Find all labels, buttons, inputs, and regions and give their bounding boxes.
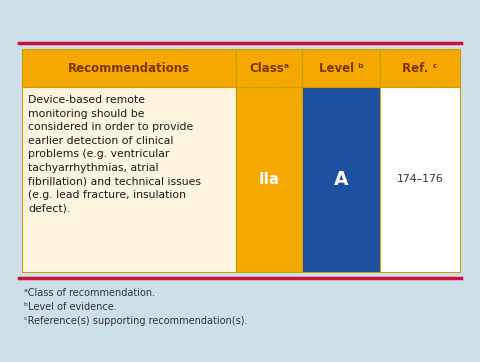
Text: A: A (334, 170, 348, 189)
Bar (22, 49, 236, 87)
Bar (236, 49, 302, 87)
Text: Device-based remote
monitoring should be
considered in order to provide
earlier : Device-based remote monitoring should be… (28, 95, 201, 214)
Bar (380, 87, 460, 272)
Text: Level ᵇ: Level ᵇ (319, 62, 364, 75)
Text: IIa: IIa (259, 172, 279, 187)
Bar (236, 87, 302, 272)
Text: Classᵃ: Classᵃ (249, 62, 289, 75)
Bar (380, 49, 460, 87)
Bar (302, 49, 380, 87)
Text: ᶜReference(s) supporting recommendation(s).: ᶜReference(s) supporting recommendation(… (24, 316, 248, 326)
Bar (22, 87, 236, 272)
Text: Recommendations: Recommendations (68, 62, 190, 75)
Text: ᵇLevel of evidence.: ᵇLevel of evidence. (24, 302, 117, 312)
Text: Ref. ᶜ: Ref. ᶜ (402, 62, 438, 75)
Text: ᵃClass of recommendation.: ᵃClass of recommendation. (24, 288, 155, 298)
Bar (302, 87, 380, 272)
Text: 174–176: 174–176 (397, 174, 444, 185)
